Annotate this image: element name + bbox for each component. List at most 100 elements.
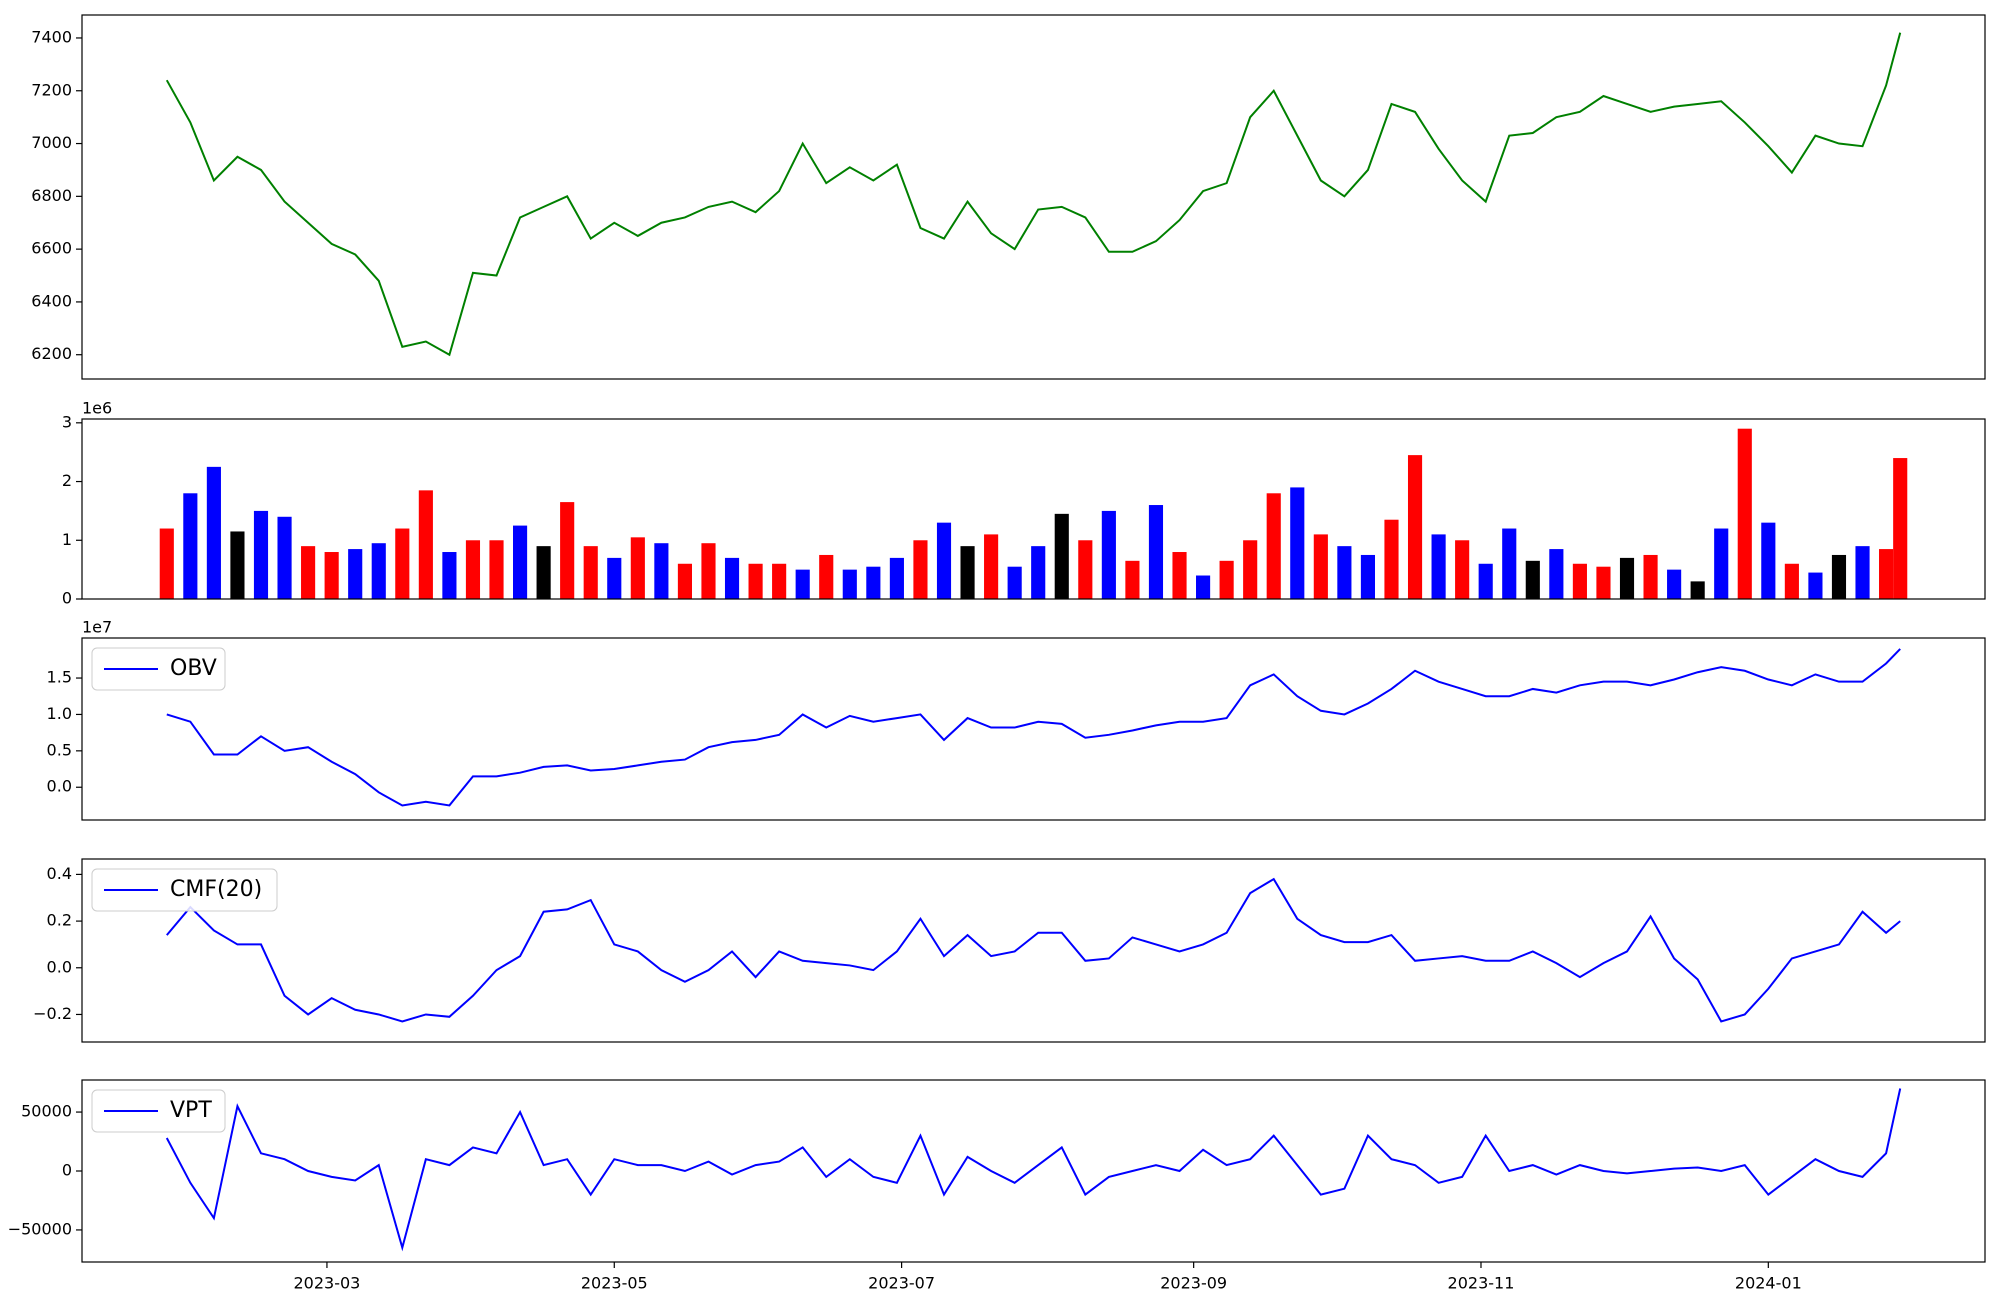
x-tick-label: 2023-05 xyxy=(581,1274,648,1293)
subplot: 0.0 0.5 1.0 1.5 1e7 OBV xyxy=(47,618,1986,821)
legend-box xyxy=(91,647,226,691)
bar xyxy=(748,563,763,599)
line xyxy=(165,1088,1902,1252)
bar xyxy=(1478,563,1493,599)
bar xyxy=(1431,534,1446,599)
y-tick-label: 0.4 xyxy=(47,864,72,883)
bar xyxy=(230,531,245,599)
bar xyxy=(1360,554,1376,599)
subplot: 6200 6400 6600 6800 7000 7200 7400 xyxy=(31,14,1986,380)
x-tick-label: 2023-03 xyxy=(294,1274,361,1293)
bar xyxy=(583,546,598,599)
bar xyxy=(513,525,528,599)
y-tick-label: 0 xyxy=(62,589,72,608)
axes-frame xyxy=(81,637,1986,821)
bar xyxy=(395,528,410,599)
bar xyxy=(1784,563,1799,599)
bar xyxy=(1290,487,1305,599)
bar xyxy=(1572,563,1587,599)
bar xyxy=(159,528,174,599)
bar xyxy=(724,557,740,599)
bar xyxy=(1054,513,1069,599)
axes-frame xyxy=(81,1079,1986,1263)
y-tick-label: 0.5 xyxy=(47,740,72,759)
bar xyxy=(1125,560,1140,599)
bar xyxy=(324,552,339,599)
bar xyxy=(654,543,669,599)
bar xyxy=(913,540,928,599)
x-tick-label: 2023-11 xyxy=(1448,1274,1515,1293)
line xyxy=(165,32,1902,357)
bar xyxy=(1737,428,1752,599)
bar xyxy=(1172,552,1187,599)
bar xyxy=(889,557,904,599)
bar xyxy=(1714,528,1729,599)
bar xyxy=(1831,554,1847,599)
y-tick-label: 7200 xyxy=(31,80,72,99)
legend-label: CMF(20) xyxy=(170,877,262,902)
y-tick-label: 0.2 xyxy=(47,911,72,930)
y-tick-label: 3 xyxy=(62,412,72,431)
y-tick-label: 6400 xyxy=(31,291,72,310)
legend-box xyxy=(91,868,278,912)
bar xyxy=(1007,566,1022,599)
bar xyxy=(960,546,975,599)
bar xyxy=(1879,549,1894,599)
bar xyxy=(1619,557,1635,599)
y-tick-label: 6200 xyxy=(31,344,72,363)
legend: VPT xyxy=(91,1089,226,1133)
bar xyxy=(866,566,881,599)
y-tick-label: 2 xyxy=(62,471,72,490)
axes-frame xyxy=(81,418,1986,600)
bar xyxy=(206,466,221,599)
y-tick-label: 0 xyxy=(62,1161,72,1180)
bar xyxy=(819,554,834,599)
bar xyxy=(772,563,787,599)
bar xyxy=(607,557,622,599)
bar xyxy=(1596,566,1611,599)
bar xyxy=(1643,554,1658,599)
bar xyxy=(677,563,692,599)
bar xyxy=(1078,540,1093,599)
y-tick-label: 1.5 xyxy=(47,668,72,687)
legend-box xyxy=(91,1089,226,1133)
bar xyxy=(984,534,999,599)
bar xyxy=(1313,534,1328,599)
legend-label: OBV xyxy=(170,656,217,681)
bar xyxy=(418,490,433,599)
bar xyxy=(795,569,810,599)
y-tick-label: 7000 xyxy=(31,133,72,152)
bar xyxy=(1384,519,1399,599)
y-tick-label: 1.0 xyxy=(47,704,72,723)
y-tick-label: 50000 xyxy=(21,1102,72,1121)
y-tick-label: 0.0 xyxy=(47,957,72,976)
bar xyxy=(1243,540,1258,599)
y-offset-label: 1e7 xyxy=(82,618,112,637)
bar xyxy=(183,493,198,599)
bar xyxy=(1148,505,1164,599)
bar xyxy=(560,502,575,599)
bar xyxy=(442,552,457,599)
subplot: 0 1 2 3 1e6 xyxy=(62,399,1986,608)
y-tick-label: −50000 xyxy=(8,1219,72,1238)
bar xyxy=(489,540,504,599)
bar xyxy=(253,510,269,599)
bar xyxy=(277,516,292,599)
bar xyxy=(1101,510,1116,599)
bar xyxy=(1219,560,1234,599)
y-tick-label: 7400 xyxy=(31,27,72,46)
bar xyxy=(465,540,481,599)
bar xyxy=(1266,493,1281,599)
y-tick-label: 1 xyxy=(62,530,72,549)
x-tick-label: 2023-09 xyxy=(1160,1274,1227,1293)
bar xyxy=(1525,560,1540,599)
line xyxy=(166,648,1901,807)
bar xyxy=(936,522,952,599)
legend: OBV xyxy=(91,647,226,691)
bar xyxy=(348,549,363,599)
bar xyxy=(371,543,386,599)
bar xyxy=(1667,569,1682,599)
bar xyxy=(1455,540,1470,599)
y-tick-label: 6600 xyxy=(31,239,72,258)
bar xyxy=(301,546,316,599)
